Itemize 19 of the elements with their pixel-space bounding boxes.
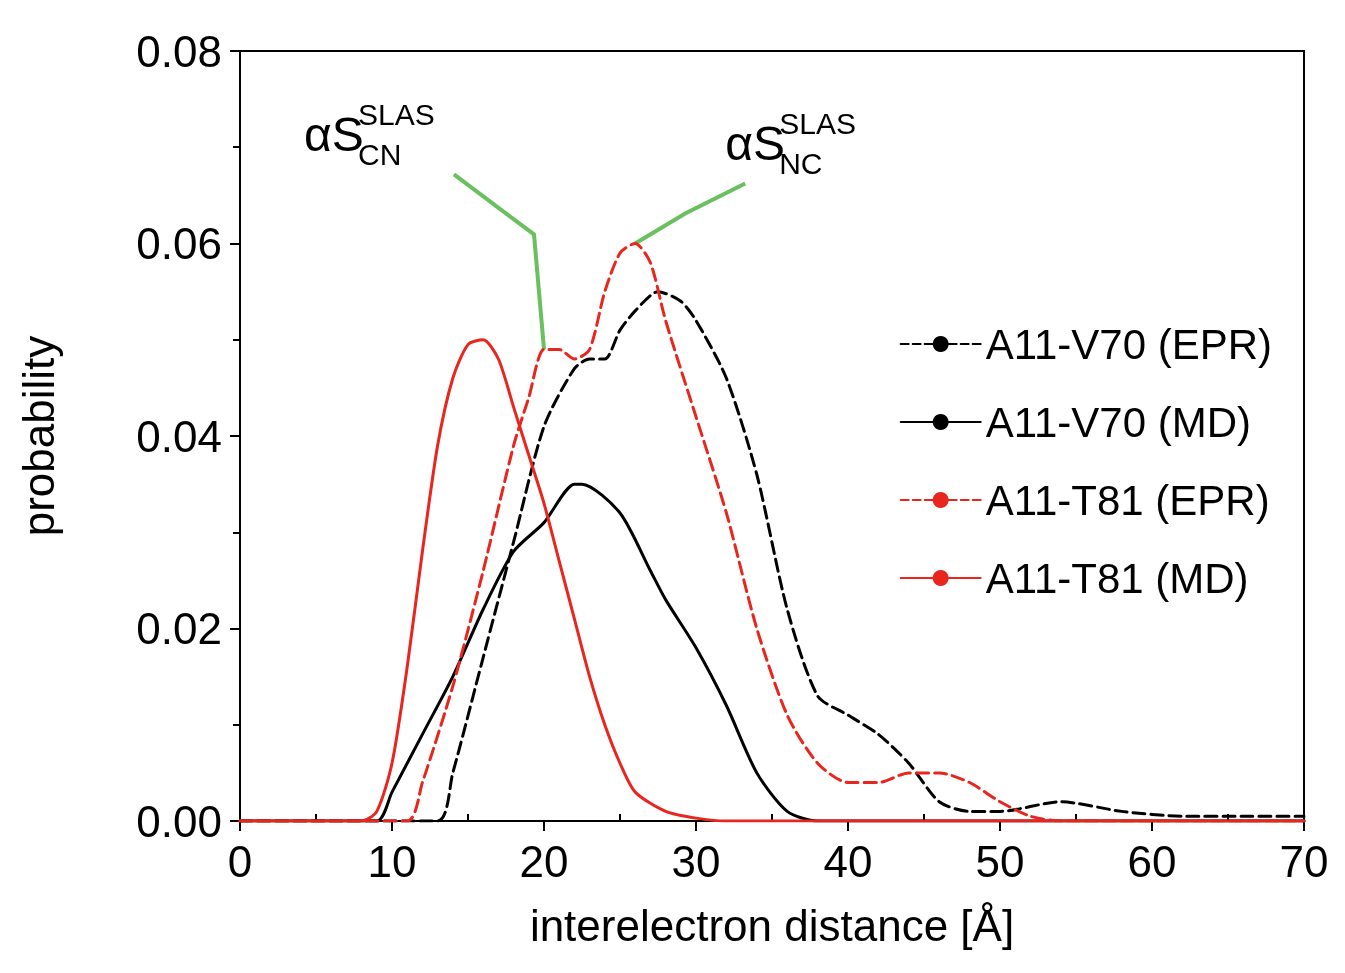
x-tick-label: 60 bbox=[1127, 836, 1177, 886]
y-tick-label: 0.00 bbox=[136, 796, 222, 846]
legend-label: A11-V70 (EPR) bbox=[985, 320, 1273, 368]
x-tick-label: 0 bbox=[227, 836, 253, 886]
x-tick-label: 10 bbox=[367, 836, 417, 886]
legend-label: A11-T81 (MD) bbox=[985, 554, 1249, 602]
y-tick-label: 0.04 bbox=[136, 411, 222, 461]
x-tick-label: 50 bbox=[975, 836, 1025, 886]
x-tick-label: 30 bbox=[671, 836, 721, 886]
x-tick-label: 70 bbox=[1279, 836, 1329, 886]
x-axis-title: interelectron distance [Å] bbox=[529, 900, 1015, 950]
x-tick-label: 40 bbox=[823, 836, 873, 886]
legend-label: A11-V70 (MD) bbox=[985, 398, 1251, 446]
y-tick-label: 0.06 bbox=[136, 219, 222, 268]
y-axis-title: probability bbox=[13, 335, 63, 537]
y-tick-label: 0.08 bbox=[136, 26, 222, 76]
x-tick-label: 20 bbox=[519, 836, 569, 886]
legend-label: A11-T81 (EPR) bbox=[985, 476, 1270, 524]
y-tick-label: 0.02 bbox=[136, 604, 222, 653]
